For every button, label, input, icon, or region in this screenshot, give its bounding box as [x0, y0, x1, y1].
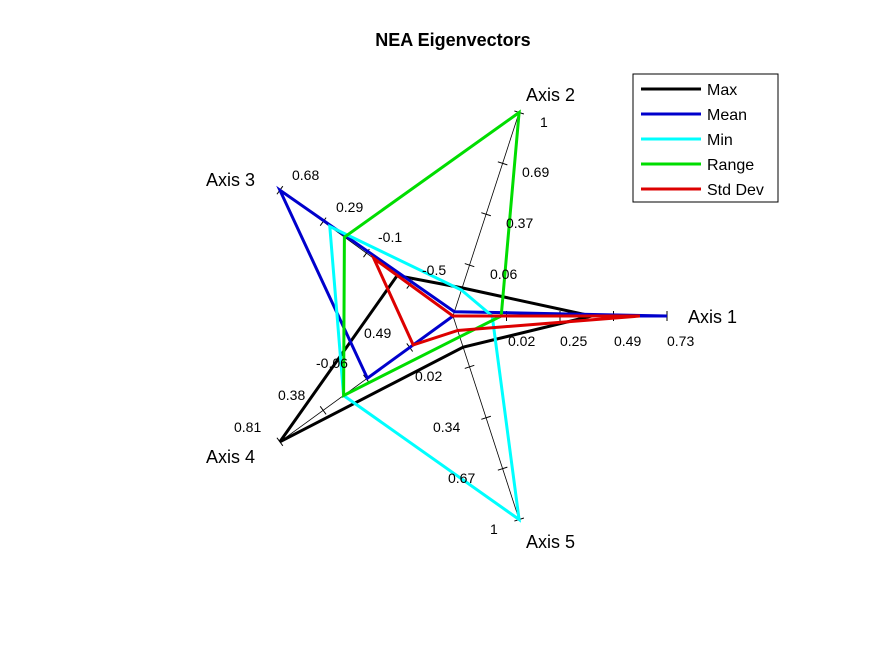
- axis-4-tick-label-1: -0.06: [316, 355, 348, 371]
- series-max: [278, 273, 592, 444]
- axis-2-tick-label-3: 0.69: [522, 164, 549, 180]
- axis-5-tick-1: [464, 364, 475, 369]
- axis-5-tick-label-2: 0.34: [433, 419, 460, 435]
- axis-1-tick-label-2: 0.25: [560, 333, 587, 349]
- axis-2-tick-1: [464, 263, 475, 268]
- legend-label-max: Max: [707, 82, 737, 99]
- labels-layer: Axis 1 Axis 2 Axis 3 Axis 4 Axis 5 0.02 0.25 0.…: [206, 85, 737, 552]
- axis-5-tick-3: [497, 466, 508, 471]
- series-mean: [276, 185, 668, 381]
- axis-1-tick-label-4: 0.73: [667, 333, 694, 349]
- axis-2-tick-2: [481, 212, 491, 217]
- axis-label-2: Axis 2: [526, 85, 575, 105]
- legend-label-min: Min: [707, 132, 733, 149]
- axis-5-tick-label-1: 0.02: [415, 368, 442, 384]
- axis-2-tick-label-1: 0.06: [490, 266, 517, 282]
- axis-3-tick-label-2: -0.1: [378, 229, 402, 245]
- axis-label-5: Axis 5: [526, 532, 575, 552]
- axis-3-tick-label-3: 0.29: [336, 199, 363, 215]
- axis-2-tick-3: [497, 161, 508, 166]
- series-std-dev: [370, 253, 641, 347]
- series-layer: [276, 109, 668, 523]
- axis-1-tick-label-3: 0.49: [614, 333, 641, 349]
- series-min: [328, 224, 522, 523]
- legend-label-range: Range: [707, 157, 754, 174]
- axis-5-tick-label-4: 1: [490, 521, 498, 537]
- axis-5-tick-2: [481, 415, 491, 420]
- legend: Max Mean Min Range Std Dev: [632, 73, 779, 203]
- axis-2-tick-label-4: 1: [540, 114, 548, 130]
- axis-4-tick-label-3: 0.81: [234, 419, 261, 435]
- series-range: [342, 109, 521, 398]
- extra-tick-label-1: 0.49: [364, 325, 391, 341]
- chart-title: NEA Eigenvectors: [375, 30, 530, 50]
- axis-4-tick-label-2: 0.38: [278, 387, 305, 403]
- axis-4-tick-3: [319, 406, 327, 415]
- axis-label-4: Axis 4: [206, 447, 255, 467]
- axis-3-tick-label-1: -0.5: [422, 262, 446, 278]
- legend-label-std-dev: Std Dev: [707, 182, 764, 199]
- axis-label-1: Axis 1: [688, 307, 737, 327]
- axis-label-3: Axis 3: [206, 170, 255, 190]
- legend-label-mean: Mean: [707, 107, 747, 124]
- axis-5-tick-label-3: 0.67: [448, 470, 475, 486]
- axis-3-tick-label-4: 0.68: [292, 167, 319, 183]
- axis-2-tick-label-2: 0.37: [506, 215, 533, 231]
- axis-1-tick-label-1: 0.02: [508, 333, 535, 349]
